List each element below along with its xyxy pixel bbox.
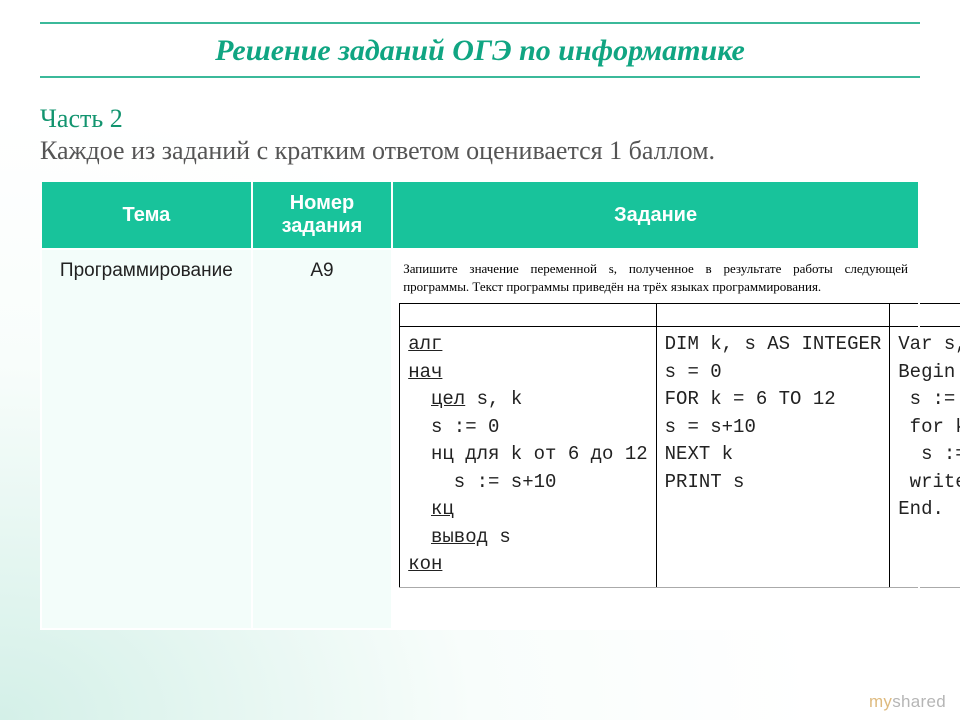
code-basic: DIM k, s AS INTEGER s = 0 FOR k = 6 TO 1…: [656, 327, 890, 588]
data-row: Программирование А9 Запишите значение пе…: [41, 249, 919, 629]
code-header-alg: Алгоритмический язык: [400, 304, 656, 327]
code-header-pascal: Паскаль: [890, 304, 960, 327]
bottom-rule: [40, 76, 920, 78]
code-alg: алг нач цел s, k s := 0 нц для k от 6 до…: [400, 327, 656, 588]
cell-task: Запишите значение переменной s, полученн…: [392, 249, 919, 629]
code-table: Алгоритмический язык Бейсик Паскаль алг …: [399, 303, 960, 588]
task-intro: Запишите значение переменной s, полученн…: [399, 260, 912, 303]
header-task: Задание: [392, 181, 919, 249]
header-topic: Тема: [41, 181, 252, 249]
cell-num: А9: [252, 249, 392, 629]
section-label: Часть 2: [40, 104, 920, 134]
code-header-basic: Бейсик: [656, 304, 890, 327]
watermark: myshared: [869, 692, 946, 712]
header-row: Тема Номер задания Задание: [41, 181, 919, 249]
slide: Решение заданий ОГЭ по информатике Часть…: [0, 0, 960, 630]
watermark-prefix: my: [869, 692, 892, 711]
watermark-rest: shared: [892, 692, 946, 711]
section-description: Каждое из заданий с кратким ответом оцен…: [40, 136, 920, 166]
header-num: Номер задания: [252, 181, 392, 249]
top-rule: [40, 22, 920, 24]
code-pascal: Var s,k: integer; Begin s := 0; for k :=…: [890, 327, 960, 588]
main-table: Тема Номер задания Задание Программирова…: [40, 180, 920, 630]
slide-title: Решение заданий ОГЭ по информатике: [40, 28, 920, 72]
cell-topic: Программирование: [41, 249, 252, 629]
